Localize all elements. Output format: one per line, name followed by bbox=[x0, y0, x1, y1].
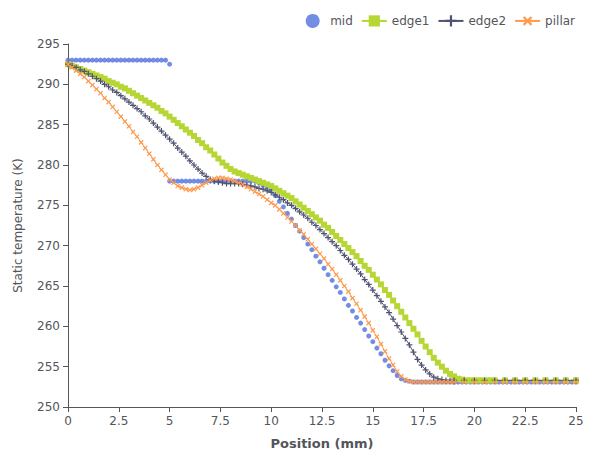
svg-text:2.5: 2.5 bbox=[109, 414, 128, 428]
svg-text:255: 255 bbox=[37, 360, 60, 374]
svg-text:25: 25 bbox=[568, 414, 583, 428]
svg-text:12.5: 12.5 bbox=[309, 414, 336, 428]
svg-text:Static temperature (K): Static temperature (K) bbox=[11, 158, 25, 293]
svg-text:250: 250 bbox=[37, 400, 60, 414]
svg-text:mid: mid bbox=[330, 14, 353, 28]
svg-text:275: 275 bbox=[37, 198, 60, 212]
svg-text:22.5: 22.5 bbox=[512, 414, 539, 428]
svg-text:7.5: 7.5 bbox=[211, 414, 230, 428]
svg-text:280: 280 bbox=[37, 158, 60, 172]
svg-text:pillar: pillar bbox=[545, 14, 575, 28]
svg-text:10: 10 bbox=[264, 414, 279, 428]
svg-text:295: 295 bbox=[37, 37, 60, 51]
svg-text:17.5: 17.5 bbox=[410, 414, 437, 428]
svg-text:15: 15 bbox=[365, 414, 380, 428]
svg-text:20: 20 bbox=[467, 414, 482, 428]
svg-text:265: 265 bbox=[37, 279, 60, 293]
svg-text:285: 285 bbox=[37, 118, 60, 132]
svg-text:5: 5 bbox=[166, 414, 174, 428]
svg-text:edge1: edge1 bbox=[392, 14, 430, 28]
svg-text:290: 290 bbox=[37, 77, 60, 91]
svg-text:260: 260 bbox=[37, 319, 60, 333]
svg-text:0: 0 bbox=[64, 414, 72, 428]
svg-text:270: 270 bbox=[37, 239, 60, 253]
svg-text:Position (mm): Position (mm) bbox=[270, 436, 373, 451]
svg-text:edge2: edge2 bbox=[468, 14, 506, 28]
